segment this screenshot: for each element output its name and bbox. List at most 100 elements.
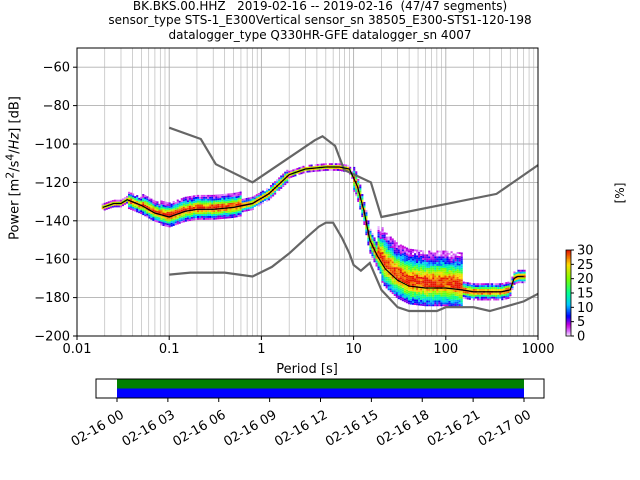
heatmap-cell bbox=[493, 288, 496, 291]
heatmap-cell bbox=[371, 254, 374, 257]
heatmap-cell bbox=[434, 260, 437, 263]
colorbar-segment bbox=[566, 321, 571, 324]
heatmap-cell bbox=[444, 277, 447, 280]
heatmap-cell bbox=[168, 217, 171, 220]
heatmap-cell bbox=[162, 202, 165, 205]
heatmap-cell bbox=[399, 254, 402, 257]
heatmap-cell bbox=[395, 267, 398, 270]
heatmap-cell bbox=[472, 288, 475, 291]
heatmap-cell bbox=[414, 268, 417, 271]
heatmap-cell bbox=[497, 298, 500, 301]
heatmap-cell bbox=[432, 298, 435, 301]
heatmap-cell bbox=[196, 198, 200, 201]
heatmap-cell bbox=[416, 266, 419, 269]
heatmap-cell bbox=[414, 264, 417, 267]
heatmap-cell bbox=[424, 275, 427, 278]
heatmap-cell bbox=[326, 167, 329, 169]
heatmap-cell bbox=[456, 294, 459, 297]
heatmap-cell bbox=[426, 281, 429, 284]
heatmap-cell bbox=[190, 213, 194, 215]
heatmap-cell bbox=[276, 181, 279, 184]
heatmap-cell bbox=[397, 258, 400, 261]
heatmap-cell bbox=[355, 178, 358, 181]
heatmap-cell bbox=[416, 253, 419, 256]
colorbar-segment bbox=[566, 285, 571, 288]
heatmap-cell bbox=[434, 258, 437, 261]
heatmap-cell bbox=[316, 167, 319, 170]
heatmap-cell bbox=[154, 218, 157, 220]
heatmap-cell bbox=[213, 213, 216, 216]
heatmap-cell bbox=[489, 296, 492, 299]
heatmap-cell bbox=[426, 298, 429, 301]
heatmap-cell bbox=[456, 292, 459, 295]
heatmap-cell bbox=[515, 272, 518, 275]
heatmap-cell bbox=[418, 257, 421, 260]
heatmap-cell bbox=[430, 267, 433, 270]
heatmap-cell bbox=[387, 278, 390, 281]
heatmap-cell bbox=[409, 248, 413, 251]
heatmap-cell bbox=[436, 258, 439, 261]
colorbar-segment bbox=[566, 317, 571, 320]
heatmap-cell bbox=[379, 269, 382, 272]
heatmap-cell bbox=[401, 291, 404, 294]
heatmap-cell bbox=[519, 271, 522, 274]
heatmap-cell bbox=[478, 296, 482, 299]
heatmap-cell bbox=[383, 232, 386, 235]
heatmap-cell bbox=[440, 275, 443, 278]
heatmap-cell bbox=[237, 214, 240, 217]
heatmap-cell bbox=[397, 266, 400, 269]
heatmap-cell bbox=[186, 198, 189, 201]
heatmap-cell bbox=[464, 287, 467, 290]
heatmap-cell bbox=[314, 166, 317, 168]
heatmap-cell bbox=[237, 191, 240, 194]
heatmap-cell bbox=[207, 196, 210, 199]
heatmap-cell bbox=[444, 279, 447, 282]
colorbar-segment bbox=[566, 280, 571, 282]
heatmap-cell bbox=[440, 302, 443, 305]
heatmap-cell bbox=[403, 248, 406, 251]
heatmap-cell bbox=[164, 205, 167, 208]
heatmap-cell bbox=[379, 258, 382, 261]
heatmap-cell bbox=[138, 199, 141, 202]
heatmap-cell bbox=[414, 289, 417, 292]
heatmap-cell bbox=[446, 298, 449, 301]
heatmap-cell bbox=[199, 216, 202, 218]
heatmap-cell bbox=[420, 284, 423, 287]
colorbar-segment bbox=[566, 270, 571, 272]
heatmap-cell bbox=[409, 277, 413, 280]
heatmap-cell bbox=[478, 288, 482, 291]
heatmap-cell bbox=[213, 212, 216, 214]
heatmap-cell bbox=[353, 188, 356, 190]
heatmap-cell bbox=[138, 197, 141, 200]
heatmap-cell bbox=[424, 304, 427, 307]
heatmap-cell bbox=[389, 240, 392, 243]
heatmap-cell bbox=[401, 247, 404, 250]
heatmap-cell bbox=[438, 271, 441, 274]
heatmap-cell bbox=[381, 238, 384, 241]
heatmap-cell bbox=[430, 265, 433, 268]
heatmap-cell bbox=[361, 199, 364, 202]
heatmap-cell bbox=[418, 290, 421, 293]
heatmap-cell bbox=[150, 212, 153, 214]
heatmap-cell bbox=[450, 272, 453, 275]
heatmap-cell bbox=[438, 296, 441, 299]
heatmap-cell bbox=[407, 258, 411, 261]
heatmap-cell bbox=[199, 206, 202, 209]
heatmap-cell bbox=[458, 265, 461, 268]
heatmap-cell bbox=[426, 260, 429, 263]
heatmap-cell bbox=[207, 210, 210, 213]
heatmap-cell bbox=[458, 294, 461, 297]
heatmap-cell bbox=[229, 212, 232, 215]
heatmap-cell bbox=[385, 265, 388, 268]
heatmap-cell bbox=[414, 262, 417, 265]
heatmap-cell bbox=[231, 212, 234, 215]
heatmap-cell bbox=[414, 297, 417, 300]
heatmap-cell bbox=[458, 263, 461, 266]
heatmap-cell bbox=[428, 283, 431, 286]
heatmap-cell bbox=[221, 194, 224, 196]
heatmap-cell bbox=[353, 166, 356, 169]
heatmap-cell bbox=[414, 291, 417, 294]
heatmap-cell bbox=[192, 199, 196, 202]
heatmap-cell bbox=[422, 284, 425, 287]
heatmap-cell bbox=[117, 201, 120, 204]
